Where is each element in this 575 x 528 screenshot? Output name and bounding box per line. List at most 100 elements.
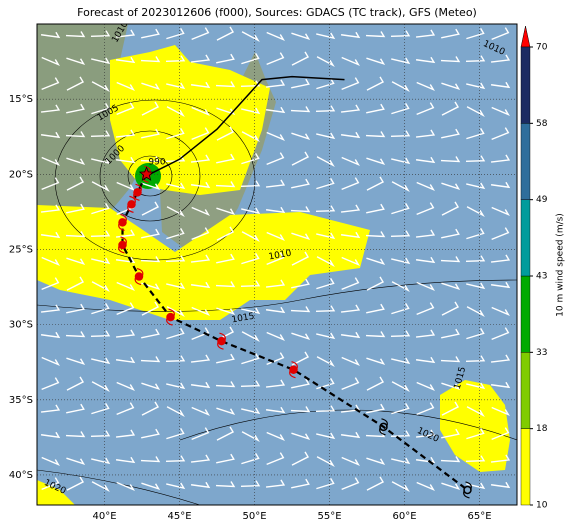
wind-barb bbox=[116, 402, 135, 416]
wind-barb bbox=[490, 154, 511, 163]
wind-barb bbox=[241, 53, 260, 65]
wind-barb bbox=[366, 157, 386, 166]
colorbar-segment bbox=[520, 123, 531, 200]
wind-barb bbox=[490, 254, 511, 263]
wind-barb bbox=[40, 404, 61, 413]
wind-barb bbox=[41, 477, 60, 491]
wind-barb bbox=[490, 381, 511, 389]
y-tick-label: 40°S bbox=[9, 470, 33, 481]
wind-barb bbox=[490, 454, 511, 463]
wind-barb bbox=[66, 303, 85, 314]
wind-barb bbox=[491, 127, 510, 141]
wind-barb bbox=[291, 51, 310, 66]
wind-barb bbox=[216, 453, 235, 464]
wind-barb bbox=[290, 206, 311, 213]
wind-barb bbox=[141, 101, 160, 116]
wind-barb bbox=[466, 328, 485, 340]
wind-barb bbox=[91, 403, 110, 415]
current-position bbox=[138, 166, 155, 181]
wind-barb bbox=[265, 479, 286, 488]
wind-barb bbox=[266, 231, 285, 242]
wind-barb bbox=[291, 451, 310, 466]
wind-barb bbox=[266, 431, 285, 442]
wind-barb bbox=[441, 401, 460, 416]
wind-barb bbox=[91, 281, 110, 293]
wind-area bbox=[110, 45, 270, 195]
wind-barb bbox=[316, 456, 335, 468]
wind-barb bbox=[491, 327, 510, 341]
wind-barb bbox=[166, 382, 186, 390]
y-tick-label: 30°S bbox=[9, 320, 33, 331]
wind-barb bbox=[466, 306, 485, 318]
wind-barb bbox=[166, 282, 186, 290]
wind-barb bbox=[465, 155, 486, 163]
wind-barb bbox=[240, 280, 261, 288]
wind-barb bbox=[216, 126, 235, 141]
colorbar-segment bbox=[520, 428, 531, 506]
wind-area bbox=[440, 380, 510, 472]
wind-barb bbox=[416, 402, 435, 416]
wind-barb bbox=[366, 176, 385, 191]
wind-barb bbox=[166, 128, 185, 140]
wind-barb bbox=[341, 56, 360, 67]
wind-barb bbox=[91, 103, 110, 115]
wind-barb bbox=[216, 153, 235, 164]
wind-barb bbox=[91, 481, 110, 493]
track-point bbox=[118, 236, 127, 254]
wind-barb bbox=[491, 106, 510, 117]
wind-barb bbox=[66, 157, 86, 166]
colorbar-segment bbox=[520, 352, 531, 429]
wind-barb bbox=[316, 278, 335, 290]
wind-barb bbox=[190, 381, 211, 389]
wind-barb bbox=[466, 228, 485, 240]
wind-barb bbox=[340, 304, 361, 313]
wind-barb bbox=[265, 306, 286, 314]
wind-barb bbox=[265, 406, 286, 414]
wind-barb bbox=[440, 456, 461, 463]
wind-barb bbox=[91, 157, 111, 165]
wind-barb bbox=[266, 152, 285, 166]
y-tick-label: 25°S bbox=[9, 244, 33, 255]
wind-barb bbox=[316, 78, 335, 90]
wind-barb bbox=[191, 406, 210, 417]
wind-barb bbox=[441, 182, 461, 191]
wind-barb bbox=[65, 431, 86, 438]
wind-barb bbox=[66, 203, 85, 214]
wind-barb bbox=[140, 56, 161, 63]
wind-barb bbox=[216, 253, 235, 264]
wind-barb bbox=[115, 229, 136, 238]
wind-barb bbox=[390, 30, 411, 38]
wind-barb bbox=[190, 254, 211, 263]
wind-barb bbox=[366, 376, 385, 391]
wind-barb bbox=[166, 182, 186, 190]
wind-barb bbox=[165, 455, 186, 463]
wind-barb bbox=[241, 107, 261, 115]
wind-barb bbox=[40, 131, 61, 139]
wind-barb bbox=[66, 457, 86, 466]
track-point bbox=[166, 308, 175, 326]
wind-barb bbox=[466, 382, 486, 390]
wind-barb bbox=[316, 478, 335, 490]
wind-barb bbox=[391, 57, 411, 65]
wind-barb bbox=[216, 107, 236, 116]
wind-barb bbox=[66, 376, 85, 391]
wind-barb bbox=[66, 103, 85, 114]
wind-barb bbox=[441, 82, 461, 91]
wind-barb bbox=[466, 406, 485, 418]
track-point bbox=[127, 195, 136, 213]
wind-barb bbox=[441, 328, 460, 339]
wind-barb bbox=[341, 456, 360, 467]
wind-barb bbox=[290, 306, 311, 313]
wind-barb bbox=[490, 54, 511, 63]
wind-barb bbox=[141, 482, 161, 491]
wind-barb bbox=[141, 428, 160, 439]
wind-barb bbox=[416, 181, 435, 192]
wind-barb bbox=[91, 303, 110, 315]
wind-barb bbox=[441, 482, 461, 491]
wind-barb bbox=[141, 328, 160, 339]
wind-barb bbox=[341, 356, 360, 367]
wind-barb bbox=[191, 306, 210, 317]
wind-barb bbox=[341, 377, 360, 391]
wind-barb bbox=[41, 256, 60, 267]
colorbar-tick-label: 33 bbox=[536, 348, 547, 358]
